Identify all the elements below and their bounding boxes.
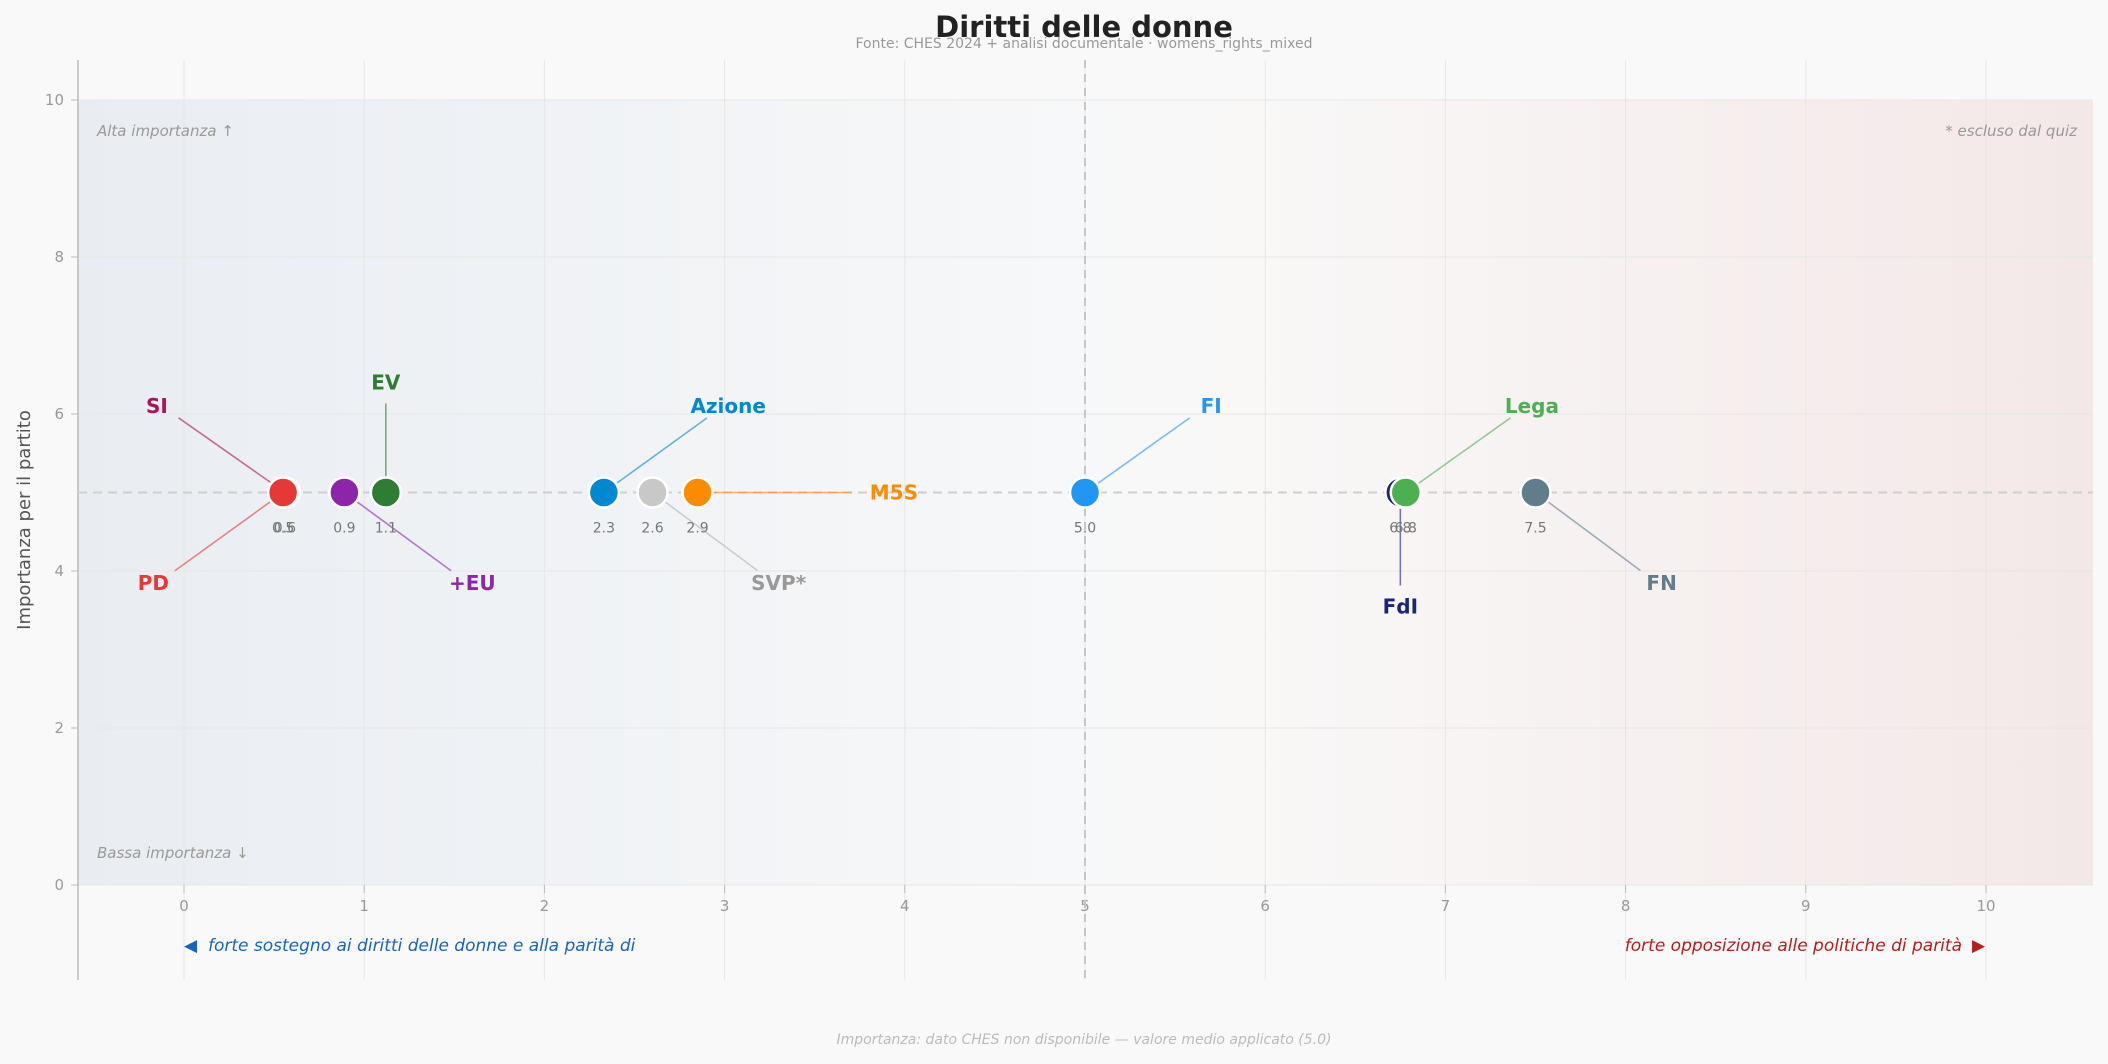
point-azione	[587, 476, 621, 509]
x-tick-label: 1	[359, 897, 369, 915]
x-tick-label: 8	[1621, 897, 1631, 915]
label-fdi: FdI	[1383, 594, 1418, 618]
label-connectors	[174, 403, 1641, 586]
chart-title: Diritti delle donne	[935, 10, 1233, 44]
x-tick-label: 0	[179, 897, 189, 915]
value-label-si: 0.6	[274, 521, 296, 537]
connector-pd	[174, 491, 284, 572]
x-tick-label: 7	[1441, 897, 1451, 915]
value-label-azione: 2.3	[593, 521, 615, 537]
point-fn	[1519, 476, 1552, 509]
y-tick-label: 8	[54, 248, 64, 266]
y-axis-label: Importanza per il partito	[14, 410, 35, 630]
label-m5s: M5S	[870, 481, 918, 505]
connector-eu	[343, 491, 452, 572]
x-tick-label: 2	[540, 897, 550, 915]
value-label-svp: 2.6	[641, 521, 663, 537]
x-tick-label: 10	[1976, 897, 1995, 915]
x-tick-label: 3	[720, 897, 730, 915]
y-tick-label: 4	[54, 562, 64, 580]
value-label-fi: 5.0	[1074, 521, 1096, 537]
y-tick-label: 0	[54, 876, 64, 894]
point-fi	[1068, 476, 1102, 509]
point-eu	[328, 476, 361, 509]
value-label-m5s: 2.9	[686, 521, 708, 537]
y-tick-label: 6	[54, 405, 64, 423]
value-label-point09: 0.9	[333, 521, 355, 537]
value-label-pd: 0.5	[272, 521, 294, 537]
label-fn: FN	[1646, 571, 1676, 595]
y-tick-label: 2	[54, 719, 64, 737]
x-tick-label: 4	[900, 897, 910, 915]
point-lega	[1389, 476, 1423, 509]
label-ev: EV	[371, 371, 401, 395]
left-arrow-icon: ◀	[184, 936, 198, 956]
right-arrow-icon: ▶	[1972, 936, 1986, 956]
y-tick-label: 10	[45, 91, 64, 109]
point-ev	[369, 476, 403, 509]
connector-svp	[652, 491, 758, 572]
value-label-lega: 6.8	[1395, 521, 1417, 537]
value-label-fn: 7.5	[1524, 521, 1546, 537]
value-label-fdi: 6.8	[1389, 521, 1411, 537]
point-svp	[636, 476, 669, 509]
label-azione: Azione	[690, 394, 766, 418]
label-lega: Lega	[1505, 394, 1559, 418]
corner-top-left: Alta importanza ↑	[96, 122, 234, 140]
data-points	[266, 476, 1552, 509]
connector-fn	[1535, 491, 1641, 572]
x-tick-label: 6	[1260, 897, 1270, 915]
value-label-ev: 1.1	[375, 521, 397, 537]
chart-subtitle: Fonte: CHES 2024 + analisi documentale ·…	[855, 36, 1312, 52]
connector-azione	[603, 417, 708, 494]
label-eu: +EU	[449, 571, 496, 595]
connector-si	[178, 417, 286, 494]
corner-bottom-left: Bassa importanza ↓	[97, 844, 249, 862]
point-labels: 0.60.5 0.9 1.1 2.3 2.6 2.9 5.0 6.86.8 7.5 SI PD EV +…	[138, 371, 1677, 619]
connector-lega	[1405, 417, 1511, 494]
connector-fi	[1084, 417, 1191, 494]
label-si: SI	[146, 394, 168, 418]
point-m5s	[681, 476, 714, 509]
footnote: Importanza: dato CHES non disponibile — …	[837, 1032, 1332, 1048]
corner-top-right: * escluso dal quiz	[1945, 122, 2078, 140]
label-fi: FI	[1201, 394, 1222, 418]
right-direction-label: forte opposizione alle politiche di pari…	[1625, 936, 1962, 956]
point-pd	[266, 476, 300, 509]
x-tick-label: 9	[1801, 897, 1811, 915]
label-svp: SVP*	[751, 571, 807, 595]
label-pd: PD	[138, 571, 169, 595]
left-direction-label: forte sostegno ai diritti delle donne e …	[208, 936, 636, 956]
